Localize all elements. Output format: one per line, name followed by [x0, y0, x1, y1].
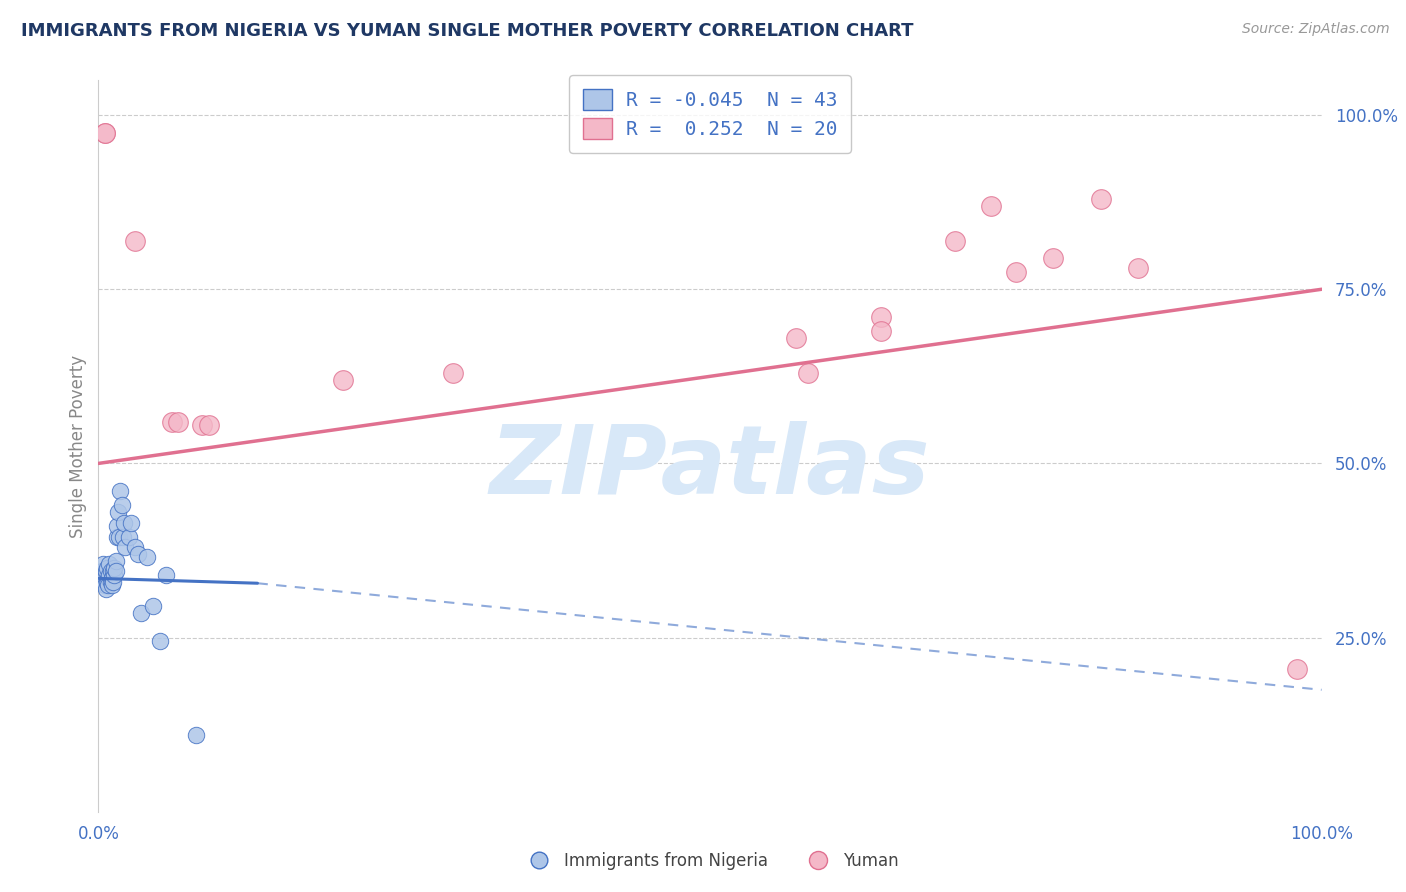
Point: [94, 582, 117, 596]
Point: [94, 565, 117, 579]
Point: [136, 550, 159, 565]
Point: [91, 558, 114, 572]
Point: [105, 519, 128, 533]
Point: [160, 415, 183, 429]
Point: [90, 567, 112, 582]
Text: Source: ZipAtlas.com: Source: ZipAtlas.com: [1241, 22, 1389, 37]
Text: ZIPatlas: ZIPatlas: [489, 421, 931, 515]
Point: [93, 126, 115, 140]
Point: [129, 606, 152, 620]
Point: [149, 634, 172, 648]
Point: [1042, 251, 1064, 265]
Point: [197, 418, 219, 433]
Point: [111, 498, 134, 512]
Point: [124, 540, 146, 554]
Text: IMMIGRANTS FROM NIGERIA VS YUMAN SINGLE MOTHER POVERTY CORRELATION CHART: IMMIGRANTS FROM NIGERIA VS YUMAN SINGLE …: [21, 22, 914, 40]
Point: [93, 126, 115, 140]
Point: [785, 331, 807, 345]
Point: [1090, 192, 1112, 206]
Point: [870, 324, 893, 338]
Point: [104, 554, 127, 568]
Point: [127, 547, 149, 561]
Legend: Immigrants from Nigeria, Yuman: Immigrants from Nigeria, Yuman: [515, 846, 905, 877]
Point: [91, 565, 114, 579]
Point: [142, 599, 165, 614]
Point: [98, 567, 121, 582]
Point: [120, 516, 142, 530]
Point: [98, 558, 121, 572]
Point: [107, 505, 129, 519]
Point: [101, 578, 124, 592]
Point: [110, 484, 132, 499]
Point: [191, 418, 214, 433]
Point: [100, 565, 122, 579]
Point: [97, 578, 120, 592]
Point: [186, 728, 208, 742]
Point: [124, 234, 146, 248]
Point: [441, 366, 464, 380]
Point: [118, 530, 141, 544]
Point: [104, 565, 127, 579]
Point: [103, 567, 125, 582]
Point: [980, 199, 1002, 213]
Point: [111, 530, 134, 544]
Point: [114, 540, 136, 554]
Point: [97, 571, 120, 585]
Point: [943, 234, 966, 248]
Point: [155, 567, 177, 582]
Point: [1004, 265, 1026, 279]
Y-axis label: Single Mother Poverty: Single Mother Poverty: [69, 354, 87, 538]
Point: [93, 571, 115, 585]
Point: [96, 574, 118, 589]
Point: [93, 578, 115, 592]
Point: [167, 415, 190, 429]
Point: [96, 561, 118, 575]
Point: [797, 366, 820, 380]
Point: [101, 565, 124, 579]
Point: [103, 561, 125, 575]
Point: [91, 574, 114, 589]
Point: [112, 516, 135, 530]
Point: [100, 574, 122, 589]
Point: [101, 571, 124, 585]
Point: [870, 310, 893, 325]
Point: [1128, 261, 1150, 276]
Point: [1286, 662, 1309, 676]
Point: [108, 530, 131, 544]
Point: [105, 530, 128, 544]
Point: [101, 574, 124, 589]
Point: [332, 373, 354, 387]
